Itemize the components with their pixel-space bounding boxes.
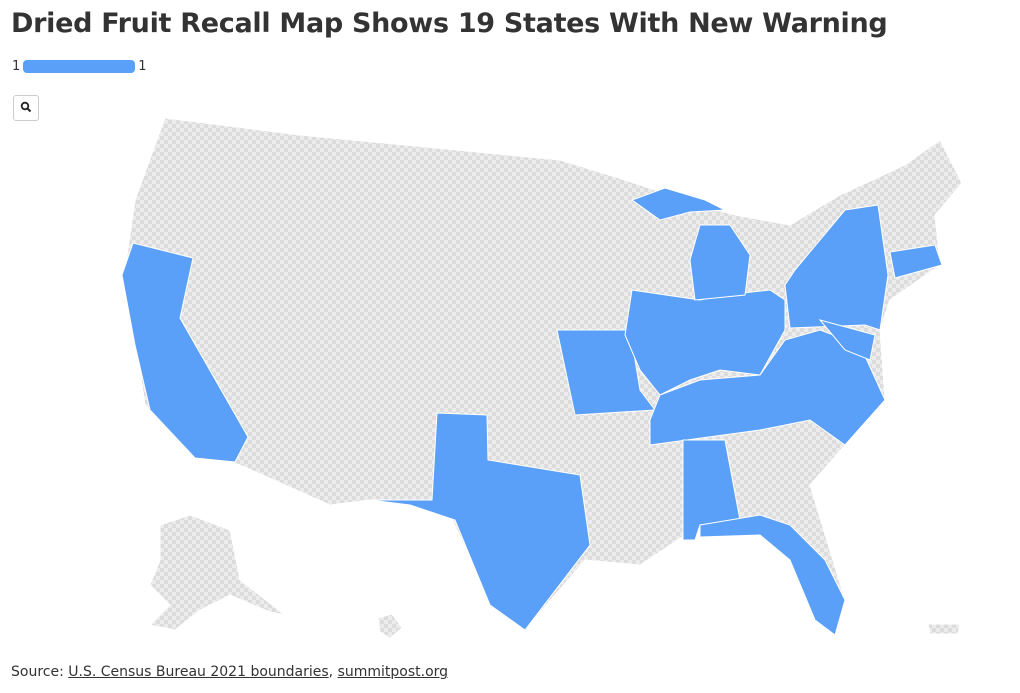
state-region[interactable] [121,242,249,463]
state-region[interactable] [699,514,846,636]
state-region[interactable] [630,187,727,221]
state-region[interactable] [556,329,656,416]
state-region[interactable] [889,244,943,279]
base-states [124,117,963,639]
state-region[interactable] [689,224,751,301]
source-link[interactable]: summitpost.org [337,664,449,680]
legend-max: 1 [138,59,147,74]
state-region[interactable] [649,329,886,446]
map [121,117,963,639]
state-region[interactable] [369,412,591,631]
islands [927,623,961,635]
state-region[interactable] [818,319,876,361]
state-region[interactable] [784,204,889,331]
title: Dried Fruit Recall Map Shows 19 States W… [11,8,888,39]
source-label: Source: [11,664,64,680]
search-button[interactable] [13,95,39,121]
source: Source: U.S. Census Bureau 2021 boundari… [11,664,448,680]
alaska [148,514,286,631]
legend: 1 1 [12,59,147,74]
source-separator: , [328,664,334,680]
legend-min: 1 [12,59,21,74]
legend-bar [23,60,136,73]
hawaii [377,613,403,639]
search-icon [20,101,32,112]
source-link[interactable]: U.S. Census Bureau 2021 boundaries [68,664,329,680]
highlighted-states [121,187,943,636]
